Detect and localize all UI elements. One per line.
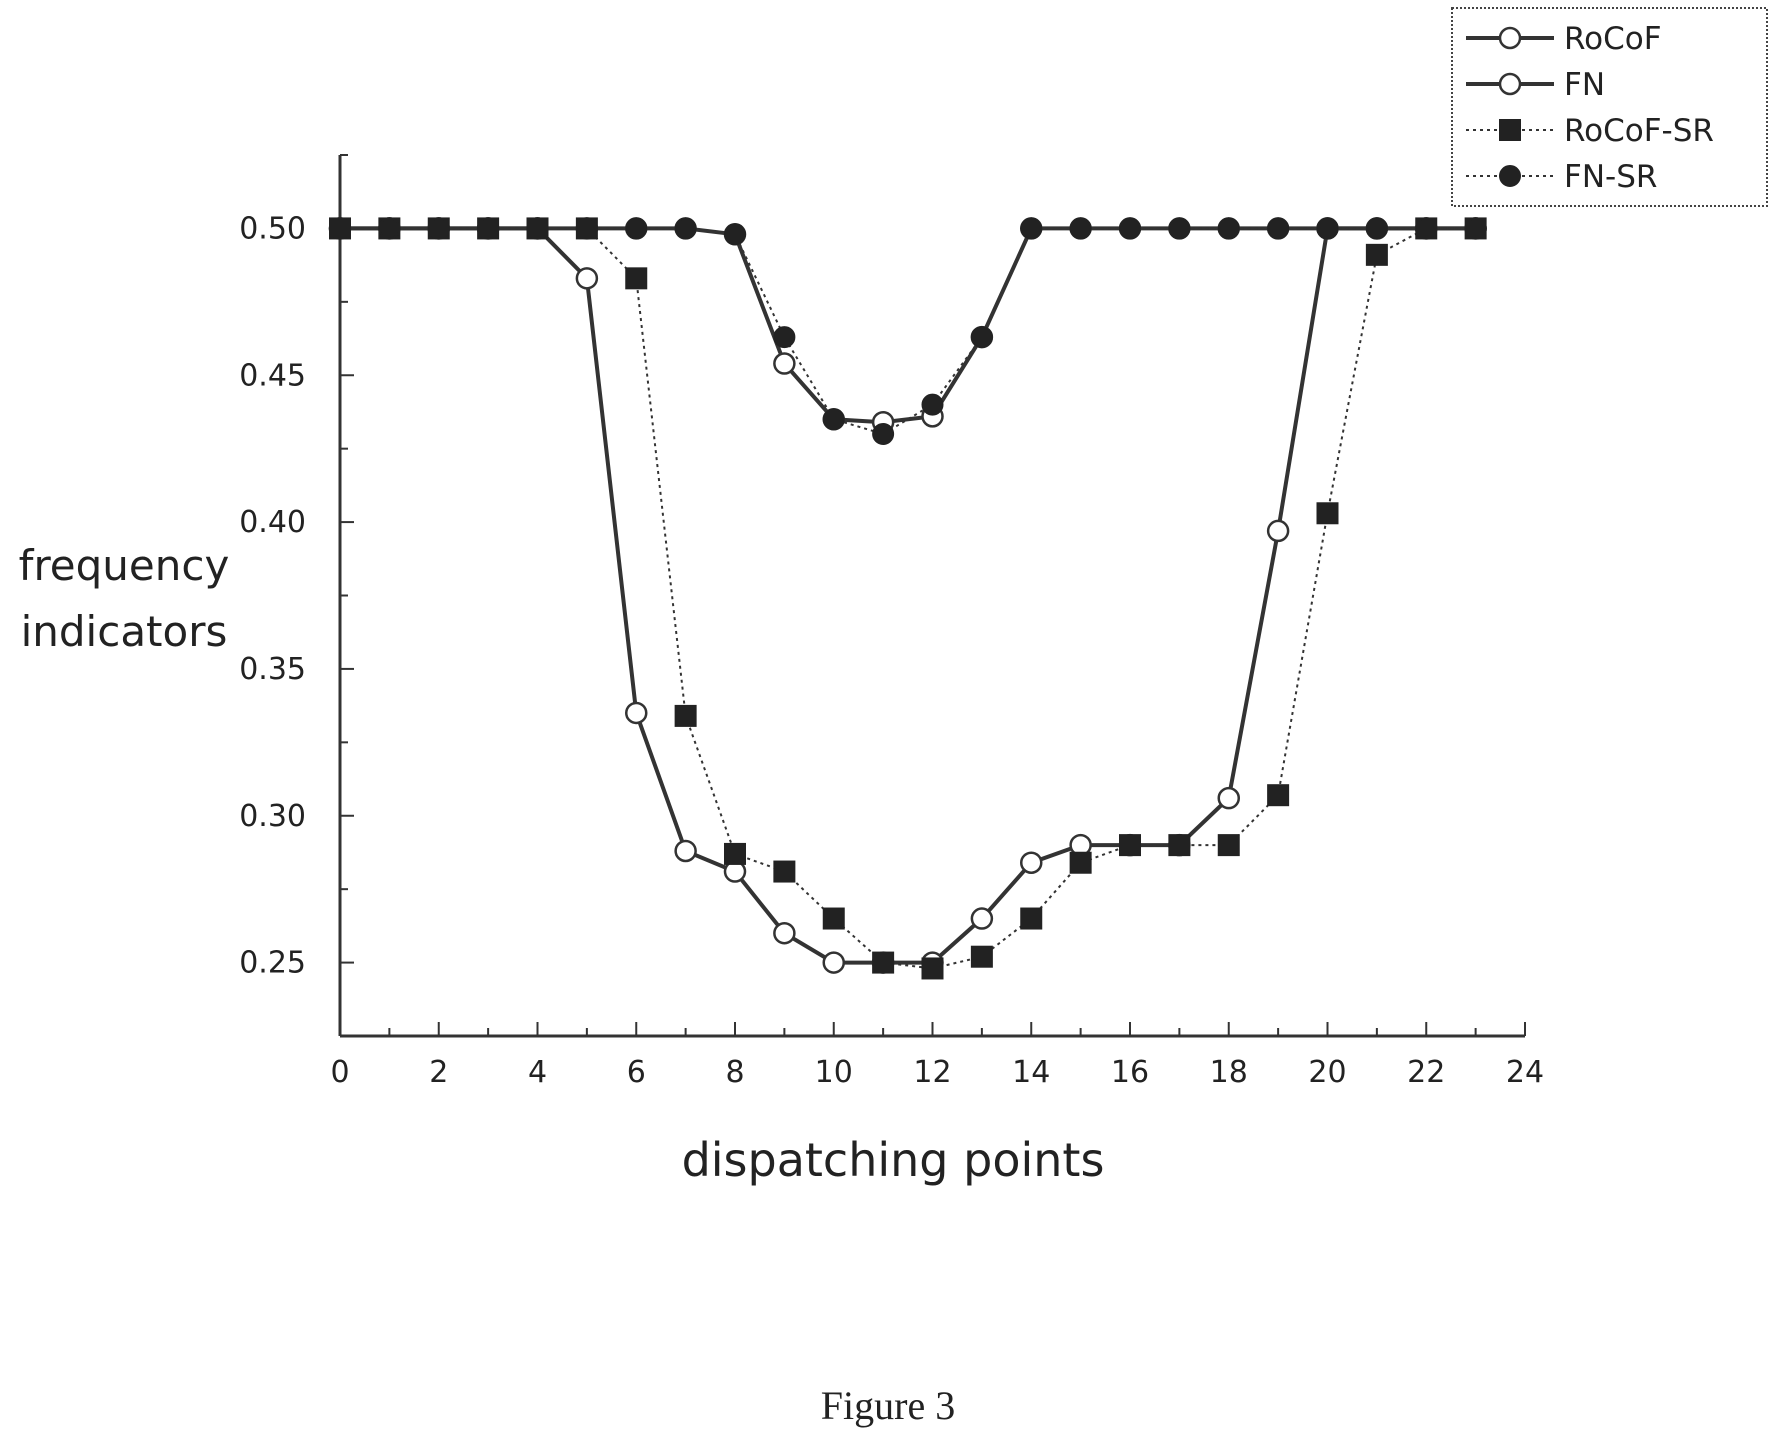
data-point-rocof-sr — [872, 951, 895, 974]
data-point-fn-sr — [773, 326, 796, 349]
x-tick-label: 0 — [330, 1055, 349, 1090]
y-axis-label-line-2: indicators — [21, 607, 228, 656]
data-point-rocof-sr — [1217, 834, 1240, 857]
data-point-rocof-sr — [822, 907, 845, 930]
legend-entry: RoCoF — [1466, 21, 1662, 57]
y-tick-label: 0.35 — [239, 652, 306, 687]
x-tick-label: 10 — [815, 1055, 853, 1090]
data-point-rocof-sr — [724, 842, 746, 865]
legend-entry: RoCoF-SR — [1466, 113, 1714, 149]
x-tick-label: 6 — [627, 1055, 646, 1090]
y-tick-label: 0.30 — [239, 799, 306, 834]
data-point-rocof — [1217, 786, 1240, 810]
legend-marker — [1498, 72, 1522, 96]
y-tick-label: 0.50 — [239, 211, 306, 246]
data-point-fn-sr — [1069, 217, 1092, 240]
data-point-rocof — [575, 267, 599, 290]
data-point-fn-sr — [1168, 217, 1191, 240]
x-tick-label: 18 — [1210, 1055, 1248, 1090]
chart-axes: 0 2 4 6 8 10 12 14 16 18 20 22 240.250.300.350.400.4… — [239, 154, 1544, 1090]
data-point-fn-sr — [1464, 217, 1487, 240]
y-tick-label: 0.40 — [239, 505, 306, 540]
data-point-fn-sr — [329, 217, 351, 240]
data-point-rocof-sr — [625, 267, 648, 290]
data-point-fn-sr — [575, 217, 598, 240]
data-point-fn-sr — [1020, 217, 1043, 240]
data-point-fn-sr — [1415, 217, 1438, 240]
legend-marker — [1499, 119, 1521, 141]
legend-marker — [1498, 26, 1522, 50]
series-line-fn-sr — [340, 227, 1476, 436]
legend-entry: FN — [1466, 67, 1605, 103]
x-tick-label: 20 — [1308, 1055, 1346, 1090]
x-tick-label: 22 — [1407, 1055, 1445, 1090]
data-point-fn-sr — [970, 326, 993, 349]
data-point-rocof — [674, 839, 697, 863]
data-point-fn-sr — [1365, 217, 1388, 240]
data-point-rocof-sr — [1365, 243, 1388, 266]
data-point-rocof — [1020, 851, 1043, 874]
x-tick-label: 12 — [913, 1055, 951, 1090]
x-tick-label: 2 — [429, 1055, 448, 1090]
legend-label: FN — [1564, 67, 1605, 103]
figure-caption: Figure 3 — [820, 1383, 956, 1428]
data-point-rocof-sr — [1316, 502, 1339, 525]
x-tick-label: 24 — [1506, 1055, 1544, 1090]
data-point-rocof-sr — [970, 945, 993, 968]
data-point-fn-sr — [526, 217, 549, 240]
data-point-rocof — [970, 907, 994, 930]
y-tick-label: 0.45 — [239, 358, 306, 393]
data-point-rocof-sr — [921, 957, 944, 980]
data-point-fn-sr — [1119, 217, 1141, 240]
x-tick-label: 16 — [1111, 1055, 1149, 1090]
data-point-fn-sr — [872, 422, 895, 445]
data-point-rocof-sr — [1168, 834, 1191, 857]
data-point-fn-sr — [1267, 217, 1290, 240]
data-point-rocof-sr — [674, 704, 697, 727]
data-point-fn-sr — [378, 217, 401, 240]
legend-entry: FN-SR — [1466, 159, 1657, 195]
data-point-rocof-sr — [1267, 784, 1290, 807]
series-line-fn — [340, 226, 1476, 425]
data-point-fn-sr — [1217, 217, 1240, 240]
chart-series-lines — [340, 226, 1476, 970]
data-point-rocof-sr — [1020, 907, 1043, 930]
x-tick-label: 8 — [725, 1055, 744, 1090]
legend: RoCoF FN RoCoF-SR FN-SR — [1451, 7, 1768, 207]
data-point-fn-sr — [921, 393, 944, 416]
x-tick-label: 4 — [528, 1055, 547, 1090]
data-point-rocof-sr — [773, 860, 796, 883]
data-point-rocof — [625, 701, 648, 725]
data-point-fn-sr — [625, 217, 648, 240]
data-point-rocof — [822, 951, 845, 974]
data-point-rocof-sr — [1119, 834, 1141, 857]
data-point-fn-sr — [674, 217, 697, 240]
data-point-rocof — [1266, 519, 1290, 543]
legend-label: RoCoF-SR — [1564, 113, 1714, 149]
data-point-fn-sr — [1316, 217, 1339, 240]
chart-series-markers — [328, 217, 1487, 980]
data-point-fn-sr — [477, 217, 500, 240]
x-axis-label: dispatching points — [682, 1133, 1105, 1187]
y-tick-label: 0.25 — [239, 946, 306, 981]
legend-label: RoCoF — [1564, 21, 1662, 57]
data-point-fn — [773, 352, 796, 375]
y-axis-label-line-1: frequency — [19, 541, 230, 590]
data-point-fn-sr — [427, 217, 450, 240]
data-point-rocof-sr — [1069, 851, 1092, 874]
x-tick-label: 14 — [1012, 1055, 1050, 1090]
data-point-fn-sr — [822, 408, 845, 431]
data-point-rocof — [773, 921, 796, 945]
series-line-rocof — [340, 226, 1476, 965]
series-line-rocof-sr — [340, 227, 1476, 970]
data-point-fn-sr — [724, 223, 746, 246]
legend-marker — [1499, 165, 1521, 187]
legend-label: FN-SR — [1564, 159, 1657, 195]
